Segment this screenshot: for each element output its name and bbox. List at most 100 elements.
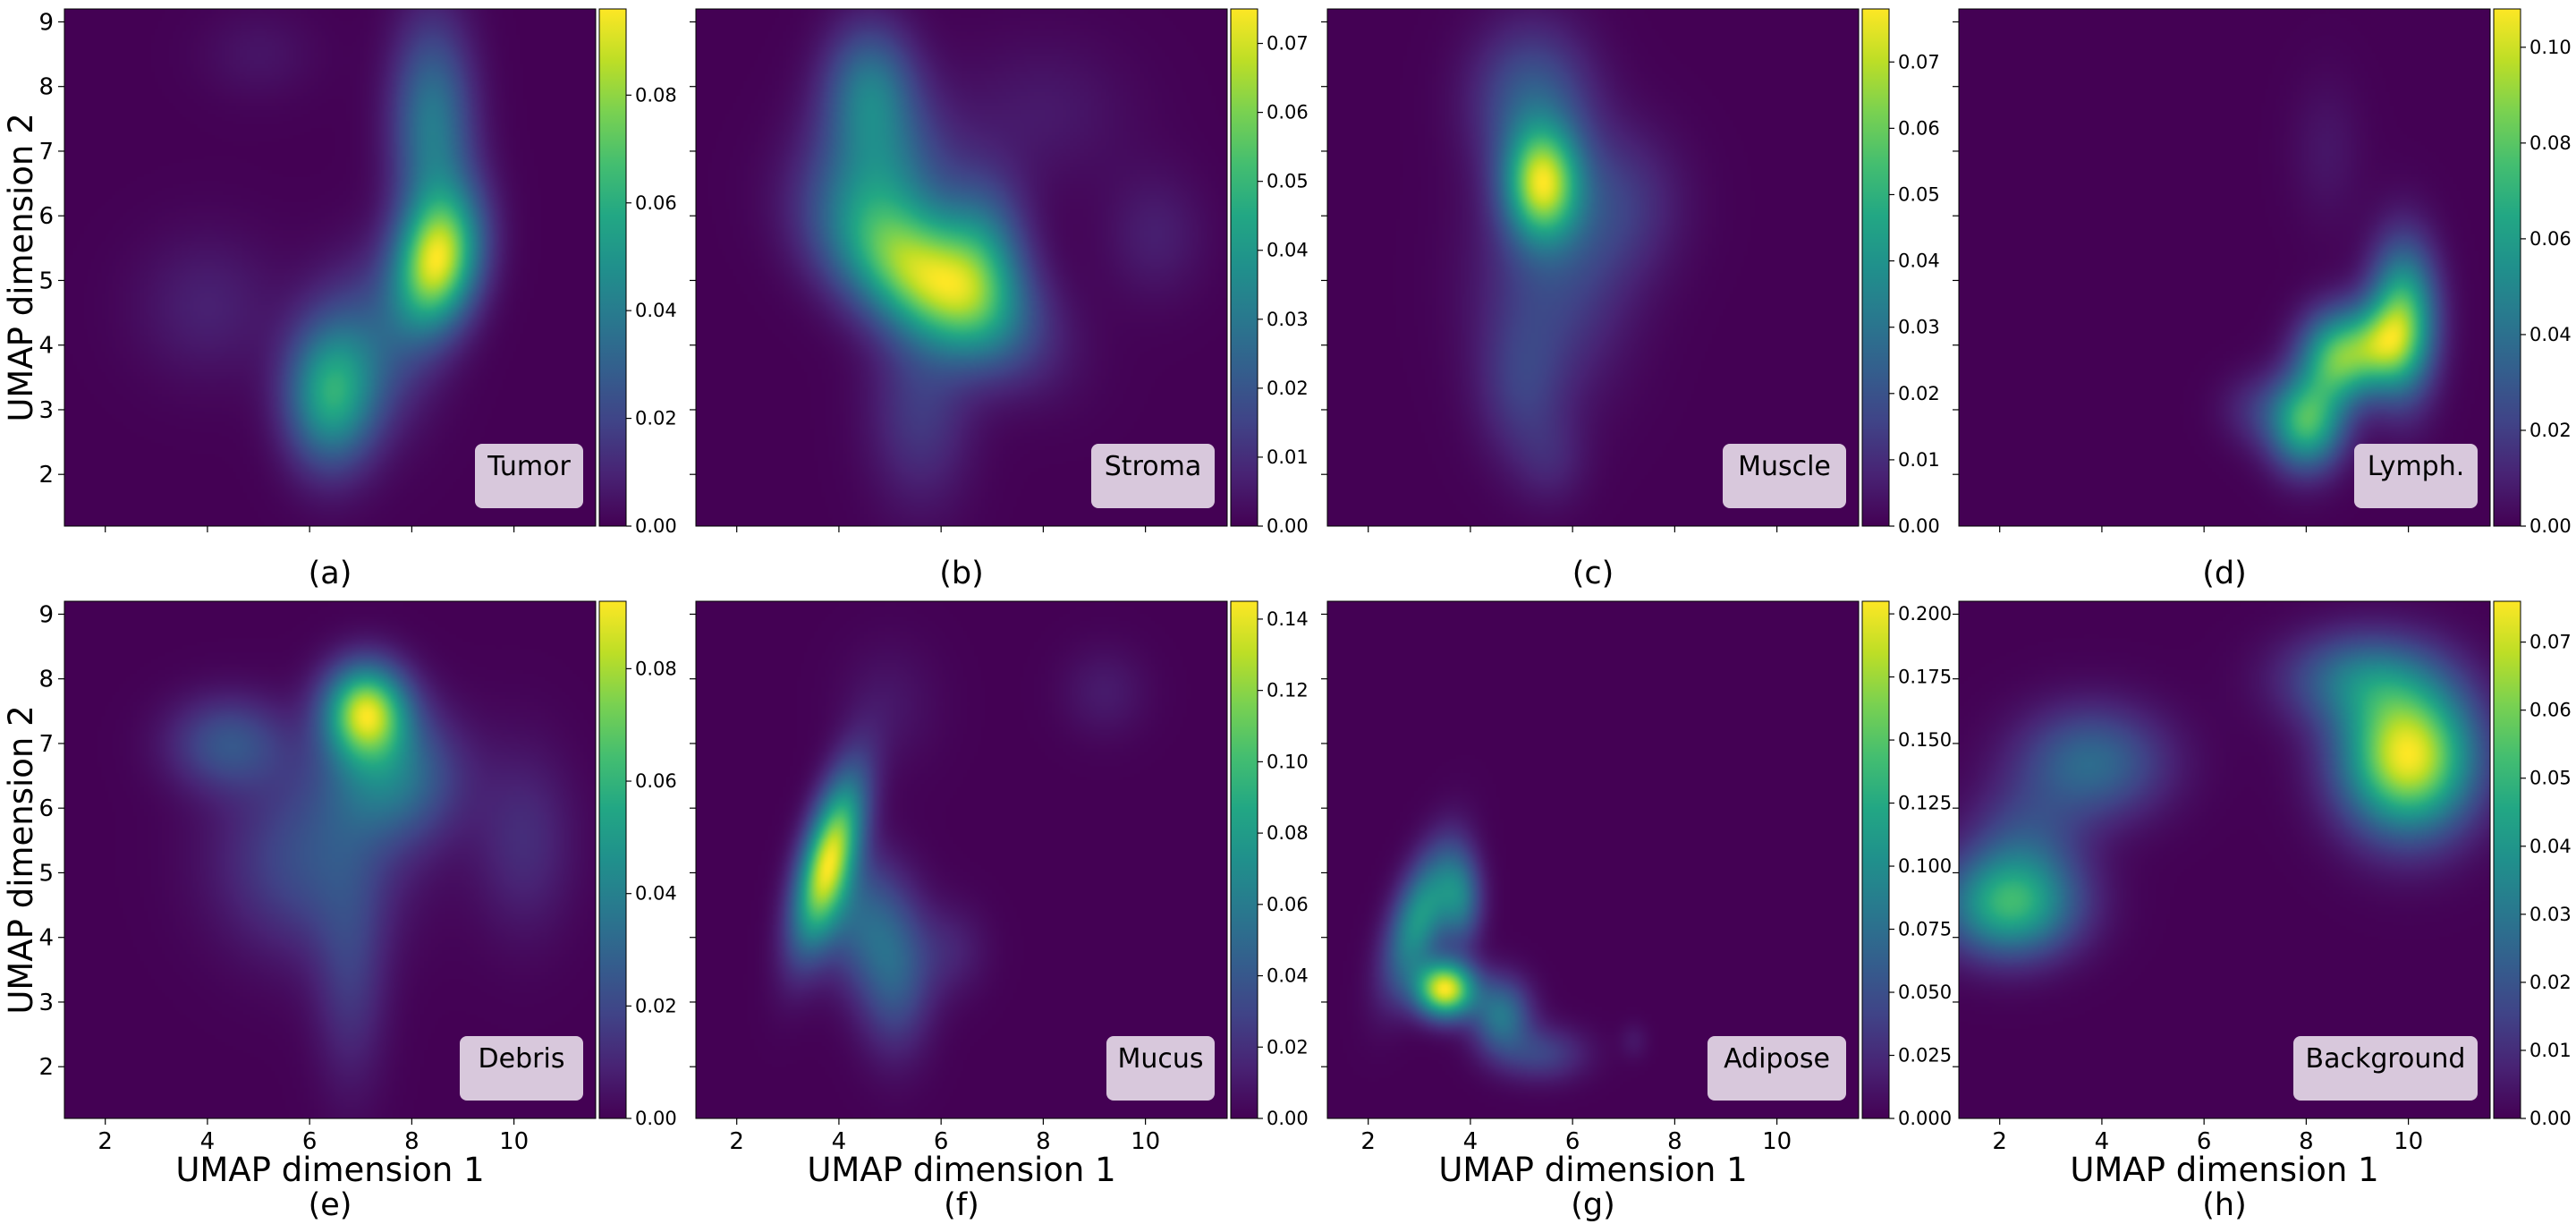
y-tick-label: 2 [38, 462, 54, 489]
colorbar-tick-label: 0.04 [2529, 324, 2572, 345]
colorbar-tick-label: 0.025 [1898, 1045, 1952, 1067]
panel-g: 2 4 6 8 10 Adipose 0.000 0.025 0.050 0.075 0.100 0.… [1321, 601, 1952, 1223]
panel-h: 2 4 6 8 10Background0.000.010.020.030.040.05… [1953, 601, 2572, 1223]
colorbar-tick-label: 0.08 [1267, 822, 1309, 844]
colorbar-tick-label: 0.00 [1267, 515, 1309, 537]
x-tick-label: 2 [97, 1128, 113, 1155]
colorbar [1231, 9, 1258, 526]
colorbar-tick-label: 0.05 [1898, 183, 1940, 205]
y-axis-label: UMAP dimension 2 [2, 113, 40, 421]
colorbar-tick-label: 0.00 [2529, 515, 2572, 537]
colorbar-tick-label: 0.04 [2529, 836, 2572, 857]
panel-caption: (e) [309, 1187, 352, 1223]
colorbar-tick-label: 0.03 [2529, 904, 2572, 925]
panel-a: 23456789Tumor0.000.020.040.060.08(a)UMAP… [2, 9, 677, 591]
colorbar-tick-label: 0.00 [1267, 1108, 1309, 1129]
colorbar-tick-label: 0.12 [1267, 680, 1309, 701]
colorbar-tick-label: 0.075 [1898, 919, 1952, 940]
panel-caption: (f) [944, 1187, 979, 1223]
y-tick-label: 9 [38, 9, 54, 36]
x-tick-label: 10 [499, 1128, 529, 1155]
colorbar-tick-label: 0.02 [635, 995, 677, 1016]
colorbar-tick-label: 0.08 [635, 84, 677, 106]
colorbar-tick-label: 0.050 [1898, 982, 1952, 1003]
colorbar [599, 9, 626, 526]
colorbar-tick-label: 0.05 [1267, 171, 1309, 192]
colorbar-tick-label: 0.01 [1267, 446, 1309, 468]
class-label: Adipose [1724, 1043, 1830, 1075]
colorbar-tick-label: 0.00 [635, 1108, 677, 1129]
panel-caption: (d) [2202, 556, 2247, 591]
panel-c: Muscle 0.00 0.01 0.02 0.03 0.04 0.05 0.06 0.07 (c… [1321, 9, 1940, 591]
y-tick-label: 9 [38, 601, 54, 628]
colorbar-tick-label: 0.06 [1267, 102, 1309, 123]
colorbar-tick-label: 0.14 [1267, 608, 1309, 630]
colorbar-tick-label: 0.200 [1898, 603, 1952, 625]
class-label: Muscle [1738, 451, 1831, 482]
y-tick-label: 4 [38, 925, 54, 952]
y-tick-label: 4 [38, 333, 54, 360]
colorbar-tick-label: 0.06 [635, 770, 677, 792]
y-tick-label: 7 [38, 731, 54, 758]
colorbar-tick-label: 0.06 [2529, 228, 2572, 250]
colorbar-tick-label: 0.07 [1898, 51, 1940, 72]
class-label: Mucus [1117, 1043, 1203, 1075]
colorbar-tick-label: 0.02 [1267, 378, 1309, 399]
colorbar-tick-label: 0.000 [1898, 1108, 1952, 1129]
class-label: Debris [479, 1043, 565, 1075]
panel-f: 2 4 6 8 10 Mucus 0.00 0.02 0.04 0.06 0.08 0.10 0.12 0… [690, 601, 1309, 1223]
colorbar-tick-label: 0.05 [2529, 768, 2572, 789]
colorbar-tick-label: 0.10 [2529, 37, 2572, 58]
class-label: Tumor [487, 451, 571, 482]
colorbar-tick-label: 0.02 [2529, 972, 2572, 993]
y-tick-label: 3 [38, 990, 54, 1016]
y-tick-label: 2 [38, 1054, 54, 1081]
colorbar-tick-label: 0.01 [1898, 449, 1940, 471]
y-tick-label: 5 [38, 268, 54, 294]
colorbar-tick-label: 0.06 [2529, 700, 2572, 721]
x-tick-label: 10 [1762, 1128, 1792, 1155]
panel-caption: (c) [1572, 556, 1614, 591]
y-tick-label: 7 [38, 139, 54, 166]
colorbar-tick-label: 0.02 [635, 408, 677, 429]
x-tick-label: 10 [1131, 1128, 1160, 1155]
y-tick-label: 8 [38, 74, 54, 101]
y-tick-label: 3 [38, 397, 54, 424]
panel-b: Stroma 0.00 0.01 0.02 0.03 0.04 0.05 0.06 0.07 (b… [690, 9, 1309, 591]
colorbar-tick-label: 0.04 [1898, 251, 1940, 272]
colorbar-tick-label: 0.01 [2529, 1040, 2572, 1061]
x-tick-label: 2 [729, 1128, 744, 1155]
class-label: Background [2306, 1043, 2466, 1075]
colorbar [1862, 9, 1889, 526]
x-tick-label: 2 [1992, 1128, 2007, 1155]
panel-caption: (b) [939, 556, 984, 591]
colorbar-tick-label: 0.06 [1267, 894, 1309, 915]
x-axis-label: UMAP dimension 1 [807, 1151, 1115, 1189]
y-tick-label: 5 [38, 860, 54, 887]
colorbar [1862, 601, 1889, 1118]
colorbar-tick-label: 0.10 [1267, 751, 1309, 772]
colorbar-tick-label: 0.00 [2529, 1108, 2572, 1129]
colorbar [2494, 9, 2521, 526]
colorbar-tick-label: 0.02 [1898, 383, 1940, 404]
x-axis-label: UMAP dimension 1 [1438, 1151, 1747, 1189]
colorbar-tick-label: 0.08 [635, 658, 677, 679]
colorbar-tick-label: 0.02 [2529, 420, 2572, 441]
colorbar-tick-label: 0.08 [2529, 132, 2572, 154]
colorbar-tick-label: 0.04 [635, 883, 677, 905]
colorbar-tick-label: 0.03 [1267, 309, 1309, 330]
y-tick-label: 6 [38, 203, 54, 230]
colorbar-tick-label: 0.07 [2529, 632, 2572, 653]
x-axis-label: UMAP dimension 1 [2070, 1151, 2378, 1189]
panel-caption: (g) [1571, 1187, 1615, 1223]
colorbar-tick-label: 0.175 [1898, 667, 1952, 688]
colorbar-tick-label: 0.07 [1267, 33, 1309, 55]
colorbar-tick-label: 0.04 [635, 300, 677, 321]
colorbar-tick-label: 0.06 [635, 192, 677, 214]
colorbar-tick-label: 0.04 [1267, 240, 1309, 261]
class-label: Stroma [1105, 451, 1201, 482]
colorbar-tick-label: 0.150 [1898, 729, 1952, 751]
colorbar [599, 601, 626, 1118]
colorbar [1231, 601, 1258, 1118]
